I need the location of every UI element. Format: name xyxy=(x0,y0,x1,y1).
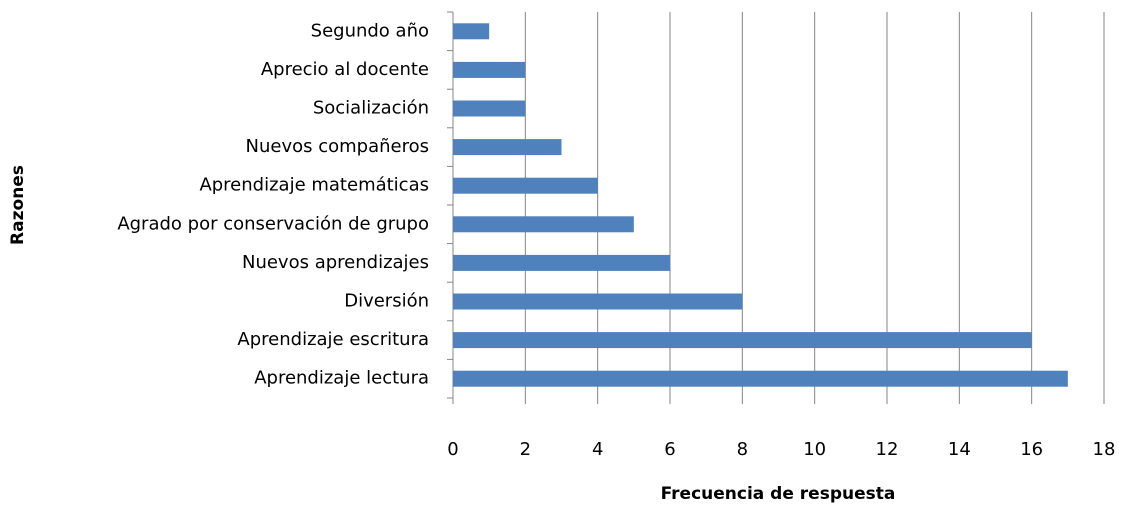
x-tick-label: 8 xyxy=(737,439,748,460)
y-tick-label: Segundo año xyxy=(311,20,429,41)
x-axis-title: Frecuencia de respuesta xyxy=(661,484,896,504)
x-tick-label: 16 xyxy=(1020,439,1043,460)
bar xyxy=(453,177,598,194)
x-tick-label: 14 xyxy=(948,439,971,460)
x-tick-label: 18 xyxy=(1093,439,1116,460)
bar xyxy=(453,139,562,156)
bar xyxy=(453,61,526,78)
bar xyxy=(453,216,634,233)
x-tick-label: 2 xyxy=(520,439,531,460)
x-tick-label: 6 xyxy=(664,439,675,460)
y-tick-label: Aprendizaje escritura xyxy=(237,329,429,350)
y-tick-label: Diversión xyxy=(344,291,429,312)
y-tick-label: Nuevos aprendizajes xyxy=(242,252,429,273)
bar xyxy=(453,23,490,40)
y-tick-label: Aprecio al docente xyxy=(261,59,429,80)
bar xyxy=(453,293,743,310)
bar xyxy=(453,332,1032,349)
x-tick-label: 12 xyxy=(876,439,899,460)
bar xyxy=(453,100,526,117)
y-tick-label: Aprendizaje lectura xyxy=(254,368,429,389)
bar xyxy=(453,370,1068,387)
bar xyxy=(453,254,670,271)
x-tick-label: 10 xyxy=(803,439,826,460)
x-tick-label: 4 xyxy=(592,439,603,460)
y-tick-label: Nuevos compañeros xyxy=(246,136,430,157)
x-tick-label: 0 xyxy=(447,439,458,460)
y-tick-label: Socialización xyxy=(313,98,429,119)
y-axis-title: Razones xyxy=(8,165,28,245)
y-tick-label: Agrado por conservación de grupo xyxy=(117,213,429,234)
y-tick-label: Aprendizaje matemáticas xyxy=(199,175,429,196)
